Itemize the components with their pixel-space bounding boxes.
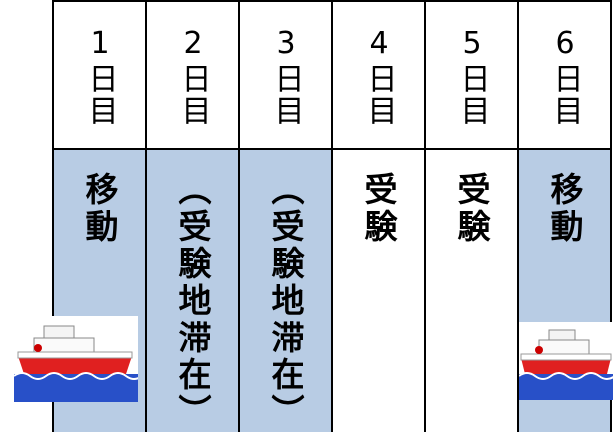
day-label: 1日目 [82, 26, 118, 127]
day-label: 3日目 [268, 26, 304, 127]
activity-label: （受験地滞在） [266, 172, 305, 431]
day-column: 3日目 （受験地滞在） [240, 2, 333, 432]
day-header: 1日目 [54, 2, 145, 150]
day-column: 4日目受験 [333, 2, 426, 432]
activity-label: 移動 [80, 172, 119, 246]
day-label: 4日目 [361, 26, 397, 127]
day-header: 2日目 [147, 2, 238, 150]
day-cell: 受験 [426, 150, 517, 432]
boat-icon [519, 322, 613, 400]
day-header: 5日目 [426, 2, 517, 150]
day-header: 3日目 [240, 2, 331, 150]
day-label: 6日目 [547, 26, 583, 127]
day-cell: （受験地滞在） [240, 150, 331, 432]
activity-label: （受験地滞在） [173, 172, 212, 431]
activity-label: 受験 [359, 172, 398, 246]
day-cell: （受験地滞在） [147, 150, 238, 432]
day-label: 2日目 [175, 26, 211, 127]
day-column: 5日目受験 [426, 2, 519, 432]
day-header: 4日目 [333, 2, 424, 150]
day-label: 5日目 [454, 26, 490, 127]
day-cell: 受験 [333, 150, 424, 432]
activity-label: 受験 [452, 172, 491, 246]
day-column: 2日目 （受験地滞在） [147, 2, 240, 432]
activity-label: 移動 [545, 172, 584, 246]
boat-icon [14, 316, 138, 402]
day-header: 6日目 [519, 2, 610, 150]
